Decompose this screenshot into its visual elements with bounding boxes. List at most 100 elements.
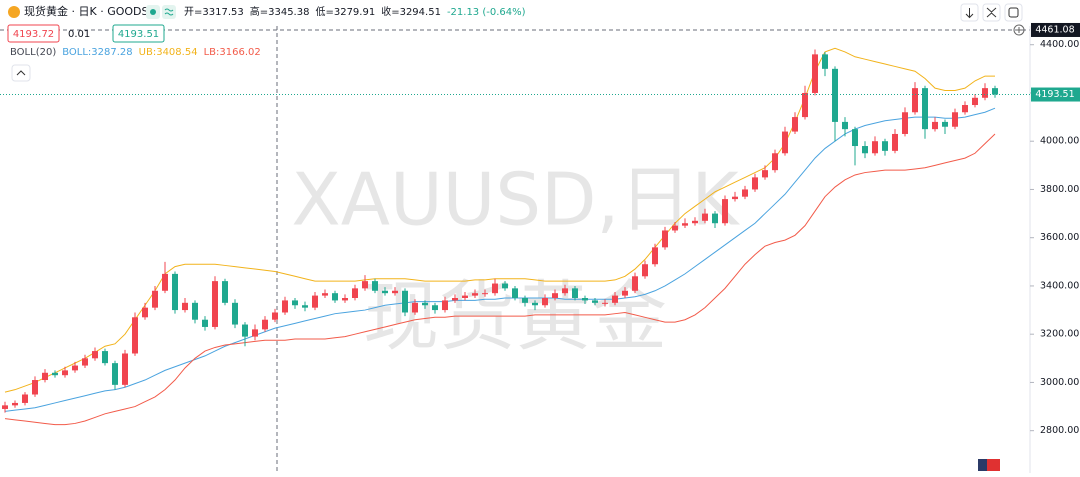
candle-body: [532, 302, 538, 306]
candle-body: [772, 153, 778, 171]
icon: [16, 70, 26, 76]
candle-body: [62, 370, 68, 376]
candle-body: [412, 302, 418, 313]
ohlc-value: 低=3279.91: [315, 5, 375, 18]
buy-box[interactable]: [112, 24, 165, 43]
candle-body: [592, 300, 598, 303]
candle-body: [982, 88, 988, 98]
candle-body: [22, 394, 28, 403]
candle-body: [222, 281, 228, 303]
candle-body: [252, 329, 258, 337]
status-button[interactable]: [162, 5, 176, 19]
candle-body: [102, 351, 108, 364]
candle-body: [112, 363, 118, 385]
candle-body: [212, 281, 218, 327]
candle-body: [752, 177, 758, 190]
last-price-tag: [1031, 87, 1080, 102]
flag: [987, 459, 1000, 471]
boll-line: [4, 47, 995, 393]
crosshair-price-tag: [1031, 22, 1080, 37]
candle-body: [952, 112, 958, 127]
y-tick-label: 3600.00: [1040, 232, 1079, 243]
candle-body: [32, 380, 38, 395]
candle-body: [192, 302, 198, 320]
candle-body: [122, 353, 128, 385]
title: 现货黄金 · 日K · GOODS: [24, 4, 149, 18]
candle-body: [382, 290, 388, 294]
candle-body: [462, 295, 468, 299]
candle-body: [682, 223, 688, 226]
candle-body: [342, 298, 348, 301]
candle-body: [862, 146, 868, 154]
candle-body: [172, 273, 178, 311]
candle-body: [242, 324, 248, 337]
symbol-icon: [8, 6, 20, 18]
candle-body: [822, 54, 828, 69]
indicator-legend: BOLL(20) BOLL:3287.28 UB:3408.54 LB:3166.02: [10, 47, 261, 58]
candle-body: [272, 312, 278, 320]
candle-body: [922, 88, 928, 130]
candle-body: [392, 290, 398, 294]
candle-body: [2, 405, 8, 409]
candle-body: [702, 213, 708, 221]
icon: [1008, 7, 1019, 18]
candle-body: [732, 196, 738, 200]
candle-body: [612, 295, 618, 303]
candle-body: [652, 247, 658, 265]
candle-body: [432, 305, 438, 311]
candle-body: [142, 307, 148, 318]
y-tick-label: 3400.00: [1040, 280, 1079, 291]
candle-body: [912, 88, 918, 113]
sell-price: 4193.72: [13, 29, 54, 40]
add-button[interactable]: [1013, 24, 1025, 36]
button[interactable]: [1004, 3, 1023, 22]
candle-body: [492, 283, 498, 294]
candle-body: [182, 302, 188, 311]
candle-body: [362, 281, 368, 289]
candle-body: [442, 300, 448, 311]
candle-body: [962, 105, 968, 113]
candle-body: [162, 273, 168, 291]
y-tick-label: 3200.00: [1040, 329, 1079, 340]
candle-body: [402, 290, 408, 313]
candle-body: [642, 264, 648, 277]
candle-body: [332, 293, 338, 301]
boll-line: [4, 107, 996, 412]
y-tick-label: 3800.00: [1040, 184, 1079, 195]
candle-body: [622, 290, 628, 296]
ohlc-value: -21.13 (-0.64%): [447, 7, 526, 18]
spread: 0.01: [68, 29, 90, 40]
candle-body: [662, 230, 668, 248]
indicator-value: UB:3408.54: [139, 47, 198, 58]
candle-body: [552, 293, 558, 299]
status-dot: [150, 9, 156, 15]
candle-body: [202, 319, 208, 327]
watermark-layer: XAUUSD,日K 现货黄金: [291, 158, 740, 361]
button[interactable]: [982, 3, 1001, 22]
sell-box[interactable]: [7, 24, 60, 43]
candle-body: [852, 129, 858, 147]
candle-body: [12, 402, 18, 406]
candle-body: [672, 225, 678, 231]
candle-body: [42, 372, 48, 381]
boll-line: [4, 133, 996, 426]
candle-body: [972, 97, 978, 106]
candle-body: [372, 281, 378, 291]
candle-body: [942, 121, 948, 127]
button[interactable]: [960, 3, 979, 22]
y-tick-label: 3000.00: [1040, 377, 1079, 388]
candle-body: [742, 189, 748, 197]
collapse-button[interactable]: [11, 64, 31, 82]
ohlc-info: 开=3317.53 高=3345.38 低=3279.91 收=3294.51 -21.…: [184, 5, 526, 18]
candle-body: [632, 276, 638, 291]
indicator-value: LB:3166.02: [204, 47, 261, 58]
candle-body: [52, 372, 58, 376]
y-tick-label: 4000.00: [1040, 136, 1079, 147]
candle-body: [992, 88, 998, 95]
candle-body: [902, 112, 908, 134]
candle-body: [292, 300, 298, 306]
candle-body: [872, 141, 878, 154]
y-tick-label: 4400.00: [1040, 39, 1079, 50]
